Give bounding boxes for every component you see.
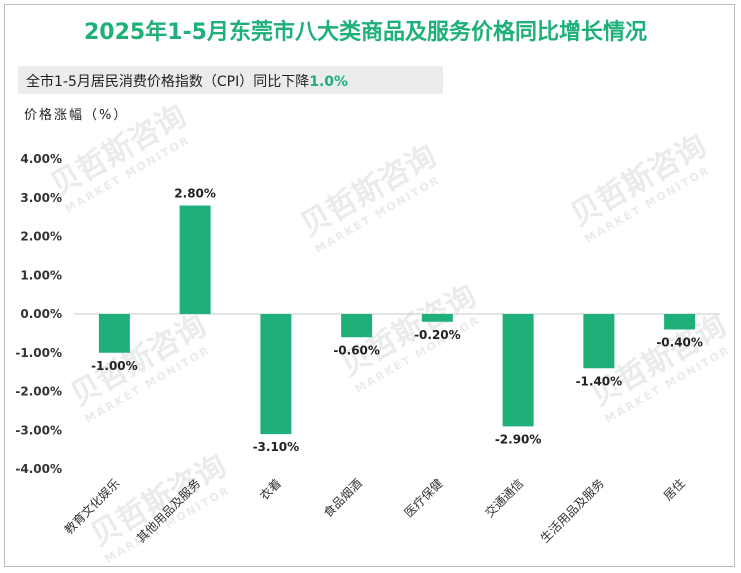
bar [179, 205, 211, 314]
data-label: -0.40% [656, 336, 703, 350]
y-tick-label: 4.00% [20, 152, 62, 166]
y-axis-label: 价格涨幅（%） [24, 108, 129, 123]
bar [583, 314, 615, 369]
category-label: 生活用品及服务 [537, 476, 607, 546]
data-label: 2.80% [174, 187, 216, 201]
chart-title: 2025年1-5月东莞市八大类商品及服务价格同比增长情况 [84, 20, 647, 45]
subtitle: 全市1-5月居民消费价格指数（CPI）同比下降1.0% [26, 71, 348, 91]
category-label: 衣着 [256, 476, 284, 504]
category-label: 其他用品及服务 [133, 476, 203, 546]
subtitle-box: 全市1-5月居民消费价格指数（CPI）同比下降1.0% [18, 66, 443, 94]
chart-frame: 贝哲斯咨询 MARKET MONITOR 贝哲斯咨询 MARKET MONITOR … [4, 4, 735, 567]
bar [664, 314, 696, 330]
category-label: 交通通信 [482, 476, 527, 521]
data-label: -2.90% [495, 432, 542, 446]
category-label: 教育文化娱乐 [61, 476, 123, 538]
data-label: -0.60% [333, 343, 380, 357]
y-tick-label: -2.00% [15, 385, 62, 399]
subtitle-prefix: 全市1-5月居民消费价格指数（CPI）同比下降 [26, 74, 310, 90]
bar [98, 314, 130, 353]
y-tick-label: 2.00% [20, 230, 62, 244]
data-label: -1.40% [576, 374, 623, 388]
y-tick-label: -4.00% [15, 462, 62, 476]
y-tick-label: 0.00% [20, 307, 62, 321]
y-tick-label: -1.00% [15, 346, 62, 360]
data-label: -0.20% [414, 328, 461, 342]
bar [260, 314, 292, 435]
category-label: 居住 [661, 476, 688, 503]
y-tick-label: -3.00% [15, 423, 62, 437]
category-label: 食品烟酒 [320, 476, 365, 521]
category-label: 医疗保健 [402, 476, 446, 520]
bar [421, 314, 453, 322]
cpi-change-value: 1.0% [309, 74, 349, 90]
y-tick-label: 3.00% [20, 191, 62, 205]
y-tick-label: 1.00% [20, 268, 62, 282]
data-label: -3.10% [253, 440, 300, 454]
data-label: -1.00% [91, 359, 138, 373]
bar [502, 314, 534, 427]
bar [341, 314, 373, 338]
